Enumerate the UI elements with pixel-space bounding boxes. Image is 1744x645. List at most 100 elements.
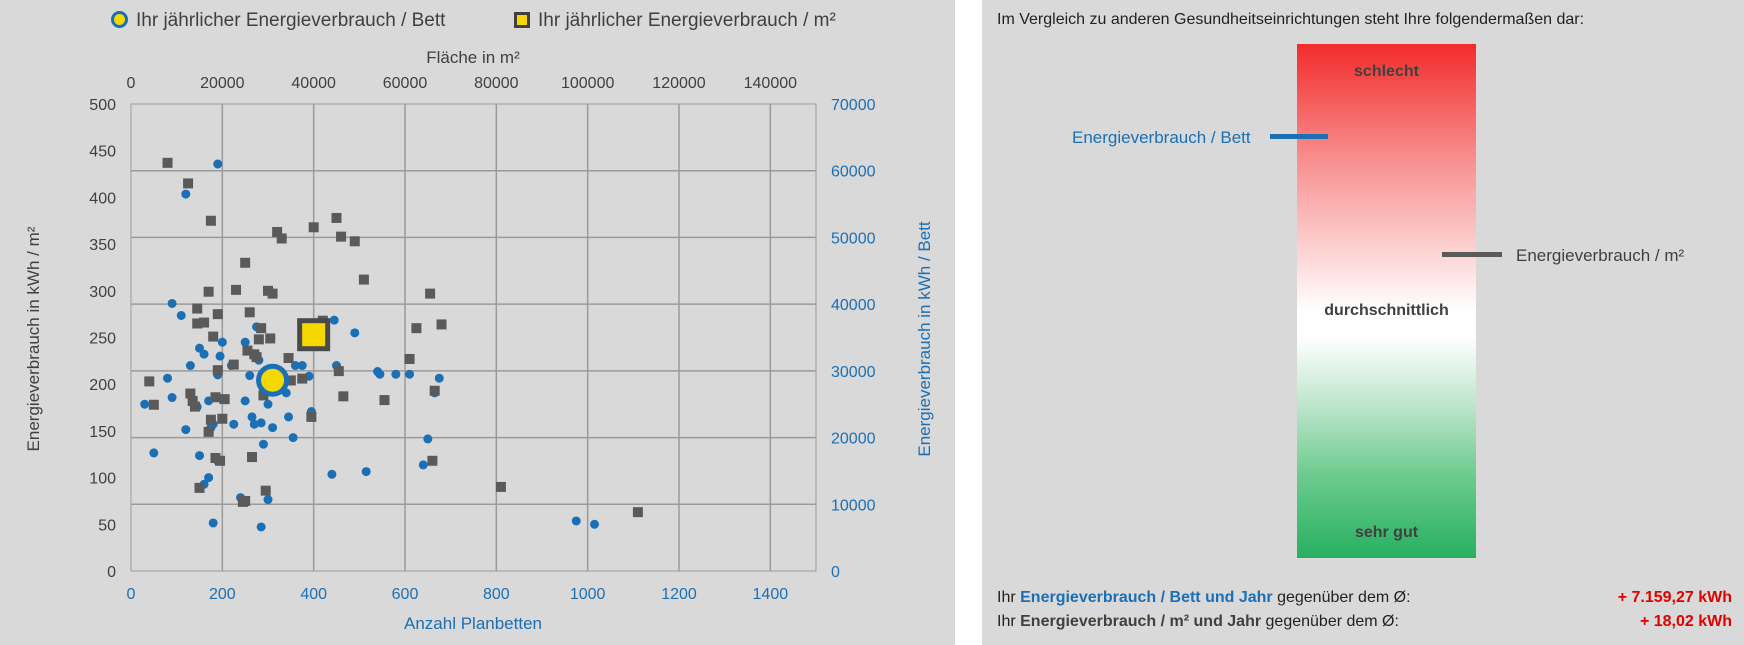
data-point-m2: [331, 212, 342, 223]
y-axis-label-right: Energieverbrauch in kWh / Bett: [915, 221, 934, 457]
y-left-tick-label: 50: [98, 517, 116, 534]
data-point-bett: [249, 419, 259, 429]
y-right-tick-label: 40000: [831, 297, 876, 314]
y-right-tick-label: 30000: [831, 364, 876, 381]
data-point-bett: [290, 361, 300, 371]
highlight-point-bett: [256, 363, 290, 397]
x-top-tick-label: 80000: [474, 75, 519, 92]
scale-label-bad: schlecht: [1354, 63, 1419, 80]
y-axis-label-left: Energieverbrauch in kWh / m²: [24, 226, 43, 451]
data-point-bett: [229, 419, 239, 429]
data-point-m2: [276, 233, 287, 244]
data-point-m2: [212, 365, 223, 376]
data-point-m2: [256, 323, 267, 334]
y-left-tick-label: 0: [107, 564, 116, 581]
y-left-tick-label: 150: [89, 424, 116, 441]
data-point-bett: [258, 439, 268, 449]
data-point-m2: [185, 388, 196, 399]
x-top-tick-label: 140000: [744, 75, 797, 92]
data-point-m2: [228, 359, 239, 370]
data-point-bett: [263, 495, 273, 505]
data-point-bett: [405, 369, 415, 379]
data-point-bett: [329, 315, 339, 325]
data-point-bett: [176, 310, 186, 320]
data-point-m2: [336, 231, 347, 242]
scale-label-average: durchschnittlich: [1324, 302, 1449, 319]
x-top-tick-label: 40000: [291, 75, 336, 92]
data-point-m2: [253, 334, 264, 345]
y-right-tick-label: 60000: [831, 164, 876, 181]
data-point-m2: [240, 495, 251, 506]
summary-m2-prefix: Ihr: [997, 613, 1021, 630]
data-point-m2: [429, 385, 440, 396]
data-point-m2: [215, 455, 226, 466]
marker-label-bett: Energieverbrauch / Bett: [1072, 127, 1251, 147]
data-point-bett: [350, 328, 360, 338]
y-left-tick-label: 300: [89, 284, 116, 301]
data-point-m2: [240, 257, 251, 268]
data-point-bett: [208, 518, 218, 528]
legend-label-m2: Ihr jährlicher Energieverbrauch / m²: [538, 10, 836, 31]
data-point-bett: [571, 516, 581, 526]
rating-scale-bar: schlecht durchschnittlich sehr gut: [1297, 44, 1476, 558]
plot-area: [130, 103, 817, 572]
y-left-tick-label: 250: [89, 331, 116, 348]
y-right-tick-label: 50000: [831, 230, 876, 247]
data-point-m2: [208, 331, 219, 342]
data-point-m2: [267, 288, 278, 299]
data-point-m2: [251, 352, 262, 363]
x-top-tick-label: 0: [127, 75, 136, 92]
y-left-tick-label: 500: [89, 97, 116, 114]
x-axis-label-top: Fläche in m²: [426, 48, 520, 67]
summary-line-bett: Ihr Energieverbrauch / Bett und Jahr geg…: [997, 589, 1411, 607]
data-point-m2: [244, 307, 255, 318]
legend-square-marker: [514, 12, 530, 28]
x-bottom-tick-label: 800: [483, 586, 510, 603]
data-point-bett: [199, 349, 209, 359]
data-point-bett: [434, 373, 444, 383]
data-point-m2: [187, 396, 198, 407]
legend-label-bett: Ihr jährlicher Energieverbrauch / Bett: [136, 10, 446, 31]
data-point-m2: [231, 284, 242, 295]
summary-bett-value: + 7.159,27 kWh: [1617, 589, 1732, 606]
y-right-tick-label: 10000: [831, 497, 876, 514]
data-point-m2: [349, 236, 360, 247]
data-point-bett: [590, 519, 600, 529]
data-point-bett: [418, 460, 428, 470]
legend-circle-marker: [111, 11, 128, 28]
highlight-point-m2: [297, 318, 331, 352]
comparison-intro: Im Vergleich zu anderen Gesundheitseinri…: [997, 11, 1585, 28]
data-point-bett: [185, 361, 195, 371]
data-point-m2: [358, 274, 369, 285]
y-left-tick-label: 450: [89, 144, 116, 161]
summary-line-m2: Ihr Energieverbrauch / m² und Jahr gegen…: [997, 613, 1399, 631]
x-top-tick-label: 60000: [383, 75, 428, 92]
x-top-tick-label: 100000: [561, 75, 614, 92]
data-point-bett: [391, 369, 401, 379]
data-point-m2: [144, 376, 155, 387]
data-point-m2: [411, 323, 422, 334]
summary-bett-bold: Energieverbrauch / Bett und Jahr: [1020, 589, 1273, 606]
data-point-m2: [192, 303, 203, 314]
data-point-bett: [181, 425, 191, 435]
x-bottom-tick-label: 600: [392, 586, 419, 603]
data-point-m2: [260, 485, 271, 496]
data-point-m2: [217, 413, 228, 424]
data-point-m2: [379, 395, 390, 406]
x-bottom-tick-label: 0: [127, 586, 136, 603]
data-point-m2: [210, 392, 221, 403]
data-point-bett: [297, 361, 307, 371]
data-point-bett: [240, 337, 250, 347]
data-point-bett: [217, 337, 227, 347]
marker-bett: [1270, 133, 1328, 139]
summary-bett-prefix: Ihr: [997, 589, 1021, 606]
marker-m2: [1442, 251, 1502, 257]
data-point-m2: [219, 394, 230, 405]
data-point-bett: [204, 473, 214, 483]
scatter-chart: 0 200 400 600 800 1000 1200 14000 20000 40000 6000…: [24, 48, 934, 633]
summary-bett-suffix: gegenüber dem Ø:: [1272, 589, 1411, 606]
data-point-bett: [167, 393, 177, 403]
data-point-m2: [283, 353, 294, 364]
data-point-bett: [167, 298, 177, 308]
x-top-tick-label: 20000: [200, 75, 245, 92]
